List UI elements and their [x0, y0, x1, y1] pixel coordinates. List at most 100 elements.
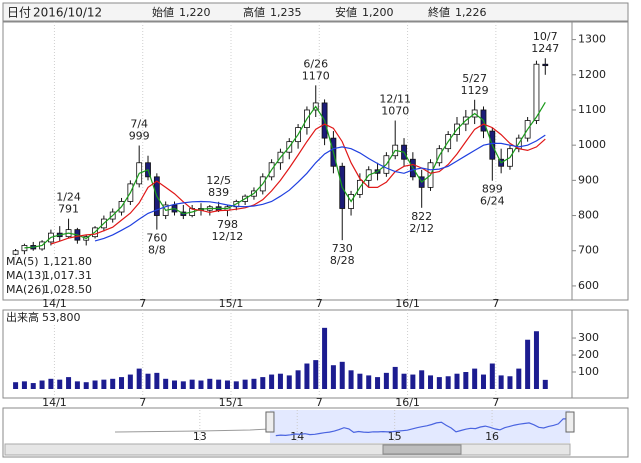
- volume-bar: [472, 368, 478, 389]
- header: 日付 2016/10/12: [2, 2, 629, 22]
- volume-bar: [207, 378, 213, 389]
- volume-bar: [224, 380, 230, 389]
- annotation-date: 6/26: [303, 57, 328, 70]
- annotation-value: 760: [146, 232, 167, 245]
- volume-bar: [366, 375, 372, 389]
- volume-panel: [2, 309, 629, 399]
- annotation-value: 839: [208, 186, 229, 199]
- x-tick-label: 15/1: [219, 396, 244, 409]
- y-tick-label: 1300: [578, 33, 606, 46]
- header-field-label: 終値: [428, 5, 450, 19]
- header-field-value: 1,200: [362, 6, 394, 19]
- x-tick-label: 7: [139, 297, 146, 310]
- header-field-value: 1,220: [179, 6, 211, 19]
- volume-bar: [322, 327, 328, 389]
- volume-bar: [198, 380, 204, 389]
- navigator-tick-label: 15: [388, 430, 402, 443]
- volume-bar: [154, 372, 160, 389]
- annotation-date: 7/4: [130, 118, 148, 131]
- volume-bar: [525, 339, 531, 389]
- volume-bar: [516, 368, 522, 389]
- annotation-date: 12/11: [379, 93, 411, 106]
- volume-bar: [304, 363, 310, 389]
- volume-bar: [74, 381, 80, 389]
- y-tick-label: 100: [578, 365, 599, 378]
- volume-bar: [110, 378, 116, 389]
- volume-bar: [119, 377, 125, 389]
- navigator-handle[interactable]: [565, 411, 575, 433]
- annotation-value: 999: [129, 130, 150, 143]
- volume-bar: [375, 377, 381, 389]
- price-panel: [2, 21, 629, 301]
- volume-bar: [216, 379, 222, 389]
- annotation-date: 6/24: [480, 195, 505, 208]
- volume-bar: [83, 382, 89, 389]
- annotation-value: 1247: [531, 42, 559, 55]
- volume-bar: [480, 374, 486, 389]
- volume-bar: [251, 378, 257, 389]
- y-tick-label: 900: [578, 173, 599, 186]
- volume-bar: [136, 368, 142, 389]
- volume-bar: [489, 363, 495, 389]
- header-bar: [2, 2, 629, 22]
- volume-title-box: [4, 311, 84, 324]
- header-field-value: 1,226: [455, 6, 487, 19]
- scrollbar-track[interactable]: [4, 443, 571, 456]
- navigator-tick-label: 13: [193, 430, 207, 443]
- legend-value: 1,028.50: [43, 283, 92, 296]
- legend-box: [4, 255, 94, 298]
- navigator-tick-label: 16: [485, 430, 499, 443]
- legend-value: 1,121.80: [43, 255, 92, 268]
- volume-bar: [233, 381, 239, 389]
- volume-bar: [189, 379, 195, 389]
- volume-bar: [401, 373, 407, 389]
- y-tick-label: 300: [578, 331, 599, 344]
- scrollbar-thumb[interactable]: [382, 444, 462, 455]
- volume-bar: [277, 373, 283, 389]
- legend-label: MA(26): [6, 283, 46, 296]
- moving-average: [50, 123, 546, 245]
- y-tick-label: 1000: [578, 138, 606, 151]
- x-tick-label: 15/1: [219, 297, 244, 310]
- annotation-value: 730: [332, 242, 353, 255]
- volume-bar: [463, 372, 469, 389]
- annotation-date: 2/12: [409, 222, 434, 235]
- y-tick-label: 200: [578, 348, 599, 361]
- volume-bar: [348, 370, 354, 389]
- volume-bar: [339, 361, 345, 389]
- navigator-history: [114, 428, 271, 433]
- candle-body: [533, 63, 540, 121]
- navigator-handle[interactable]: [265, 411, 275, 433]
- volume-bar: [172, 380, 177, 389]
- annotation-value: 822: [411, 210, 432, 223]
- volume-bar: [127, 374, 133, 389]
- navigator-line: [275, 418, 569, 437]
- volume-latest: 53,800: [42, 311, 81, 324]
- candle-body: [542, 63, 549, 67]
- x-tick-label: 7: [139, 396, 146, 409]
- x-tick-label: 16/1: [395, 297, 420, 310]
- x-tick-label: 14/1: [42, 297, 67, 310]
- x-tick-label: 7: [492, 297, 499, 310]
- y-tick-label: 1100: [578, 103, 606, 116]
- annotation-value: 1170: [302, 69, 330, 82]
- volume-bar: [30, 383, 36, 389]
- volume-bar: [428, 375, 434, 389]
- volume-bar: [260, 377, 266, 389]
- volume-bar: [66, 377, 72, 389]
- volume-bar: [48, 378, 54, 389]
- annotation-value: 791: [58, 203, 79, 216]
- annotation-date: 12/5: [206, 174, 231, 187]
- volume-bar: [242, 379, 248, 389]
- x-tick-label: 7: [492, 396, 499, 409]
- header-field-label: 安値: [335, 5, 357, 19]
- volume-bar: [410, 374, 416, 389]
- volume-bar: [533, 331, 539, 389]
- volume-bar: [180, 381, 186, 389]
- volume-title: 出来高: [6, 310, 39, 324]
- annotation-value: 1070: [381, 105, 409, 118]
- volume-bar: [101, 379, 107, 389]
- moving-average: [24, 101, 546, 249]
